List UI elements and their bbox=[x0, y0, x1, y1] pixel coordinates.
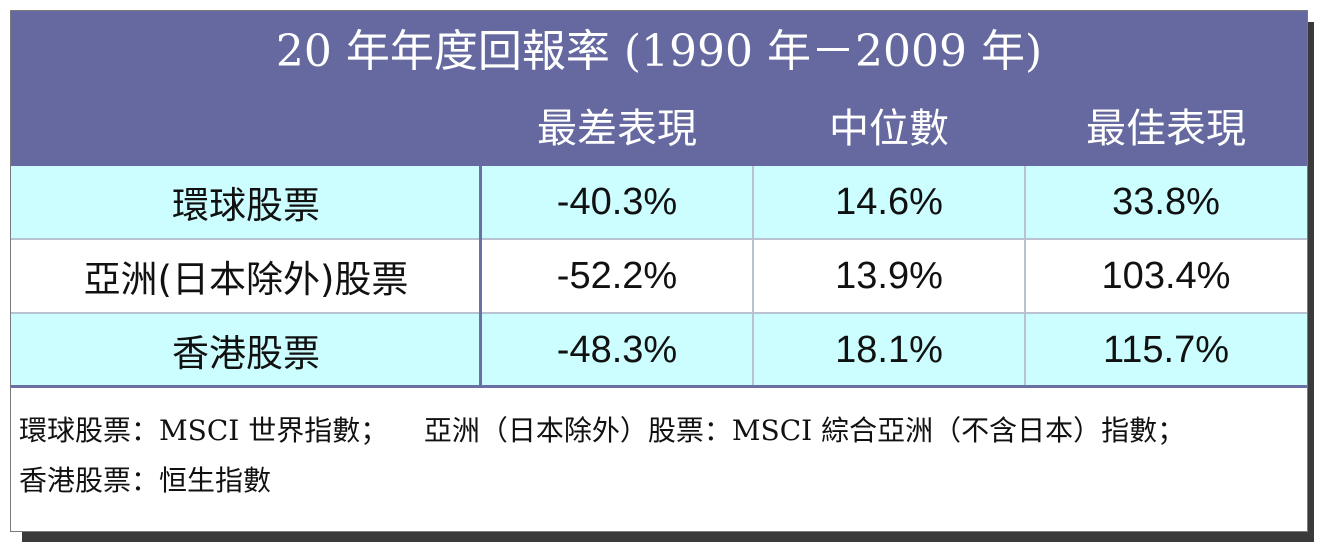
column-divider bbox=[1024, 166, 1026, 387]
footnote-line-2: 香港股票：恒生指數 bbox=[19, 464, 272, 497]
cell-best: 33.8% bbox=[1112, 180, 1220, 223]
cell-best: 115.7% bbox=[1102, 328, 1230, 371]
column-header-worst: 最差表現 bbox=[537, 106, 697, 152]
table-bottom-rule bbox=[11, 385, 1307, 388]
column-header-best: 最佳表現 bbox=[1086, 106, 1246, 152]
column-divider bbox=[479, 166, 482, 387]
cell-worst: -48.3% bbox=[556, 328, 678, 371]
row-label: 亞洲(日本除外)股票 bbox=[83, 258, 409, 301]
cell-worst: -40.3% bbox=[556, 180, 678, 223]
cell-worst: -52.2% bbox=[556, 254, 678, 297]
table-row-hong-kong-equities: 香港股票 -48.3% 18.1% 115.7% bbox=[11, 312, 1307, 386]
table-row-global-equities: 環球股票 -40.3% 14.6% 33.8% bbox=[11, 166, 1307, 238]
table-header: 20 年年度回報率 (1990 年－2009 年) 最差表現 中位數 最佳表現 bbox=[11, 11, 1307, 166]
returns-table-panel: 20 年年度回報率 (1990 年－2009 年) 最差表現 中位數 最佳表現 … bbox=[10, 10, 1308, 532]
row-label: 環球股票 bbox=[172, 184, 320, 227]
row-label: 香港股票 bbox=[172, 332, 320, 375]
column-divider bbox=[752, 166, 754, 387]
column-header-median: 中位數 bbox=[829, 106, 949, 152]
table-title: 20 年年度回報率 (1990 年－2009 年) bbox=[275, 26, 1043, 77]
cell-best: 103.4% bbox=[1101, 254, 1231, 297]
footnote-line-1: 環球股票：MSCI 世界指數； 亞洲（日本除外）股票：MSCI 綜合亞洲（不含日… bbox=[19, 414, 1186, 447]
table-row-asia-ex-japan-equities: 亞洲(日本除外)股票 -52.2% 13.9% 103.4% bbox=[11, 238, 1307, 312]
cell-median: 18.1% bbox=[835, 328, 943, 371]
cell-median: 13.9% bbox=[835, 254, 943, 297]
cell-median: 14.6% bbox=[835, 180, 943, 223]
